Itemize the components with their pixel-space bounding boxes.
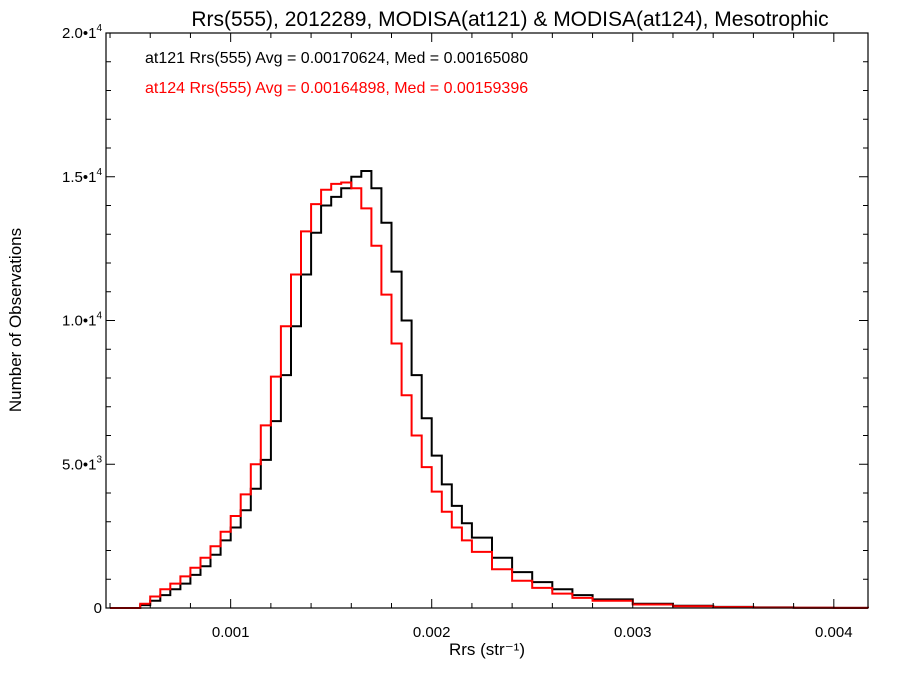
series-label-at121: at121 Rrs(555) Avg = 0.00170624, Med = 0… xyxy=(145,50,528,67)
x-tick-label-0: 0.001 xyxy=(212,624,250,641)
series-line-at124 xyxy=(110,181,869,609)
series-label-at124: at124 Rrs(555) Avg = 0.00164898, Med = 0… xyxy=(145,80,528,97)
x-tick-label-3: 0.004 xyxy=(815,624,853,641)
x-tick-label-1: 0.002 xyxy=(413,624,451,641)
y-tick-label-0: 0 xyxy=(94,600,102,617)
plot-frame xyxy=(105,32,869,609)
series-line-at121 xyxy=(110,170,869,609)
y-tick-label-1: 5.0•13 xyxy=(62,454,102,473)
y-tick-label-3: 1.5•14 xyxy=(62,167,102,186)
chart-title: Rrs(555), 2012289, MODISA(at121) & MODIS… xyxy=(191,8,828,31)
x-tick-label-2: 0.003 xyxy=(614,624,652,641)
series-layer xyxy=(110,170,869,609)
ticks-layer: 0.001 0.002 0.003 0.004 0 5.0•13 1.0•14 1.5•14 2… xyxy=(62,23,868,641)
y-tick-label-2: 1.0•14 xyxy=(62,311,102,330)
y-tick-label-4: 2.0•14 xyxy=(62,23,102,42)
y-axis-label: Number of Observations xyxy=(6,228,25,412)
x-axis-label: Rrs (str⁻¹) xyxy=(449,640,525,659)
